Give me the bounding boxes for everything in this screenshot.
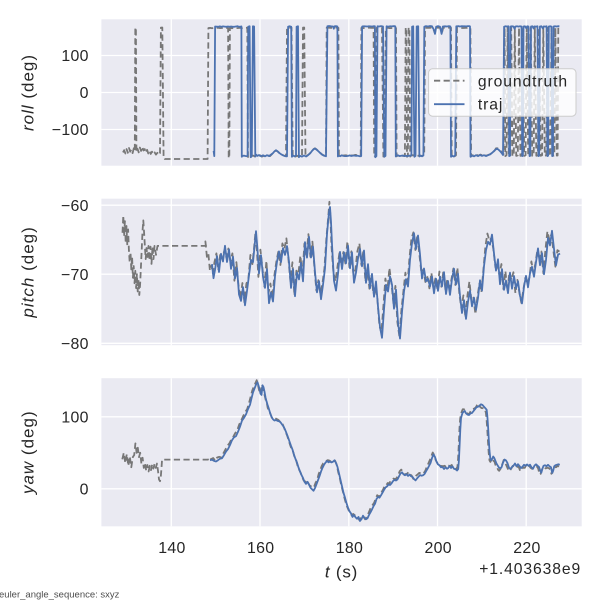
svg-text:100: 100	[61, 48, 88, 65]
svg-text:0: 0	[80, 85, 89, 102]
svg-text:180: 180	[336, 540, 363, 557]
svg-text:140: 140	[158, 540, 185, 557]
svg-text:−100: −100	[52, 122, 89, 139]
svg-text:yaw (deg): yaw (deg)	[19, 410, 38, 495]
svg-text:0: 0	[80, 481, 89, 498]
svg-text:+1.403638e9: +1.403638e9	[479, 561, 581, 578]
svg-text:pitch (deg): pitch (deg)	[19, 226, 38, 318]
svg-text:200: 200	[424, 540, 451, 557]
svg-text:160: 160	[247, 540, 274, 557]
svg-text:groundtruth: groundtruth	[478, 74, 568, 91]
svg-text:traj: traj	[478, 96, 503, 113]
svg-text:100: 100	[61, 409, 88, 426]
svg-text:−70: −70	[61, 267, 89, 284]
svg-text:220: 220	[513, 540, 540, 557]
svg-text:−80: −80	[61, 336, 89, 353]
svg-text:roll (deg): roll (deg)	[19, 54, 38, 131]
svg-text:−60: −60	[61, 198, 89, 215]
svg-text:t (s): t (s)	[325, 563, 358, 582]
svg-text:euler_angle_sequence: sxyz: euler_angle_sequence: sxyz	[0, 590, 120, 600]
